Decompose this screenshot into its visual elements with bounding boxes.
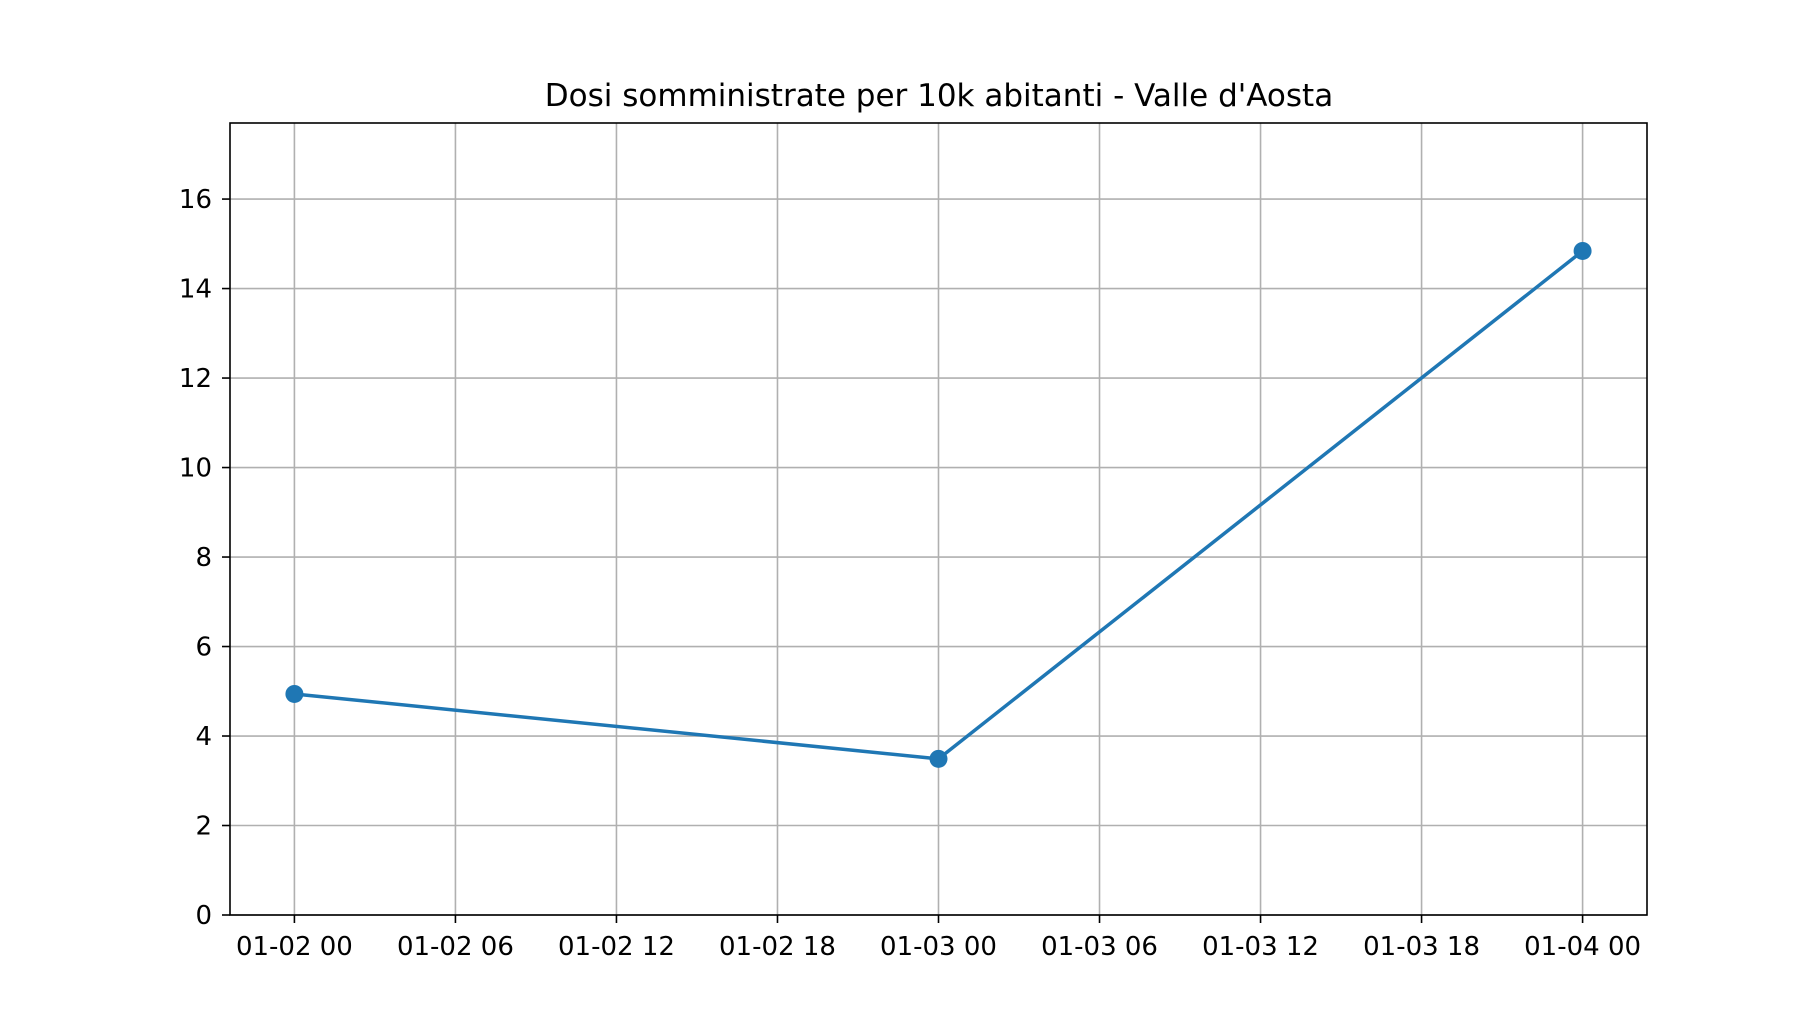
x-tick-label: 01-04 00 <box>1524 932 1641 962</box>
chart-title: Dosi somministrate per 10k abitanti - Va… <box>545 78 1333 114</box>
y-tick-label: 10 <box>179 454 212 484</box>
y-tick-label: 16 <box>179 185 212 215</box>
y-tick-label: 14 <box>179 275 212 305</box>
x-tick-label: 01-03 12 <box>1202 932 1319 962</box>
y-tick-label: 12 <box>179 364 212 394</box>
x-tick-label: 01-02 12 <box>558 932 675 962</box>
x-tick-label: 01-02 00 <box>236 932 353 962</box>
x-tick-label: 01-03 00 <box>880 932 997 962</box>
ticks: 01-02 00 01-02 06 01-02 12 01-02 18 01-03 00… <box>179 185 1641 962</box>
data-point <box>285 684 304 703</box>
y-tick-label: 0 <box>195 901 212 931</box>
series-layer <box>285 241 1592 768</box>
y-tick-label: 6 <box>195 633 212 663</box>
data-point <box>929 749 948 768</box>
data-point <box>1573 241 1592 260</box>
y-tick-label: 8 <box>195 543 212 573</box>
x-tick-label: 01-03 18 <box>1363 932 1480 962</box>
x-tick-label: 01-02 06 <box>397 932 514 962</box>
x-tick-label: 01-02 18 <box>719 932 836 962</box>
x-tick-label: 01-03 06 <box>1041 932 1158 962</box>
grid <box>230 123 1647 916</box>
y-tick-label: 2 <box>195 812 212 842</box>
y-tick-label: 4 <box>195 722 212 752</box>
